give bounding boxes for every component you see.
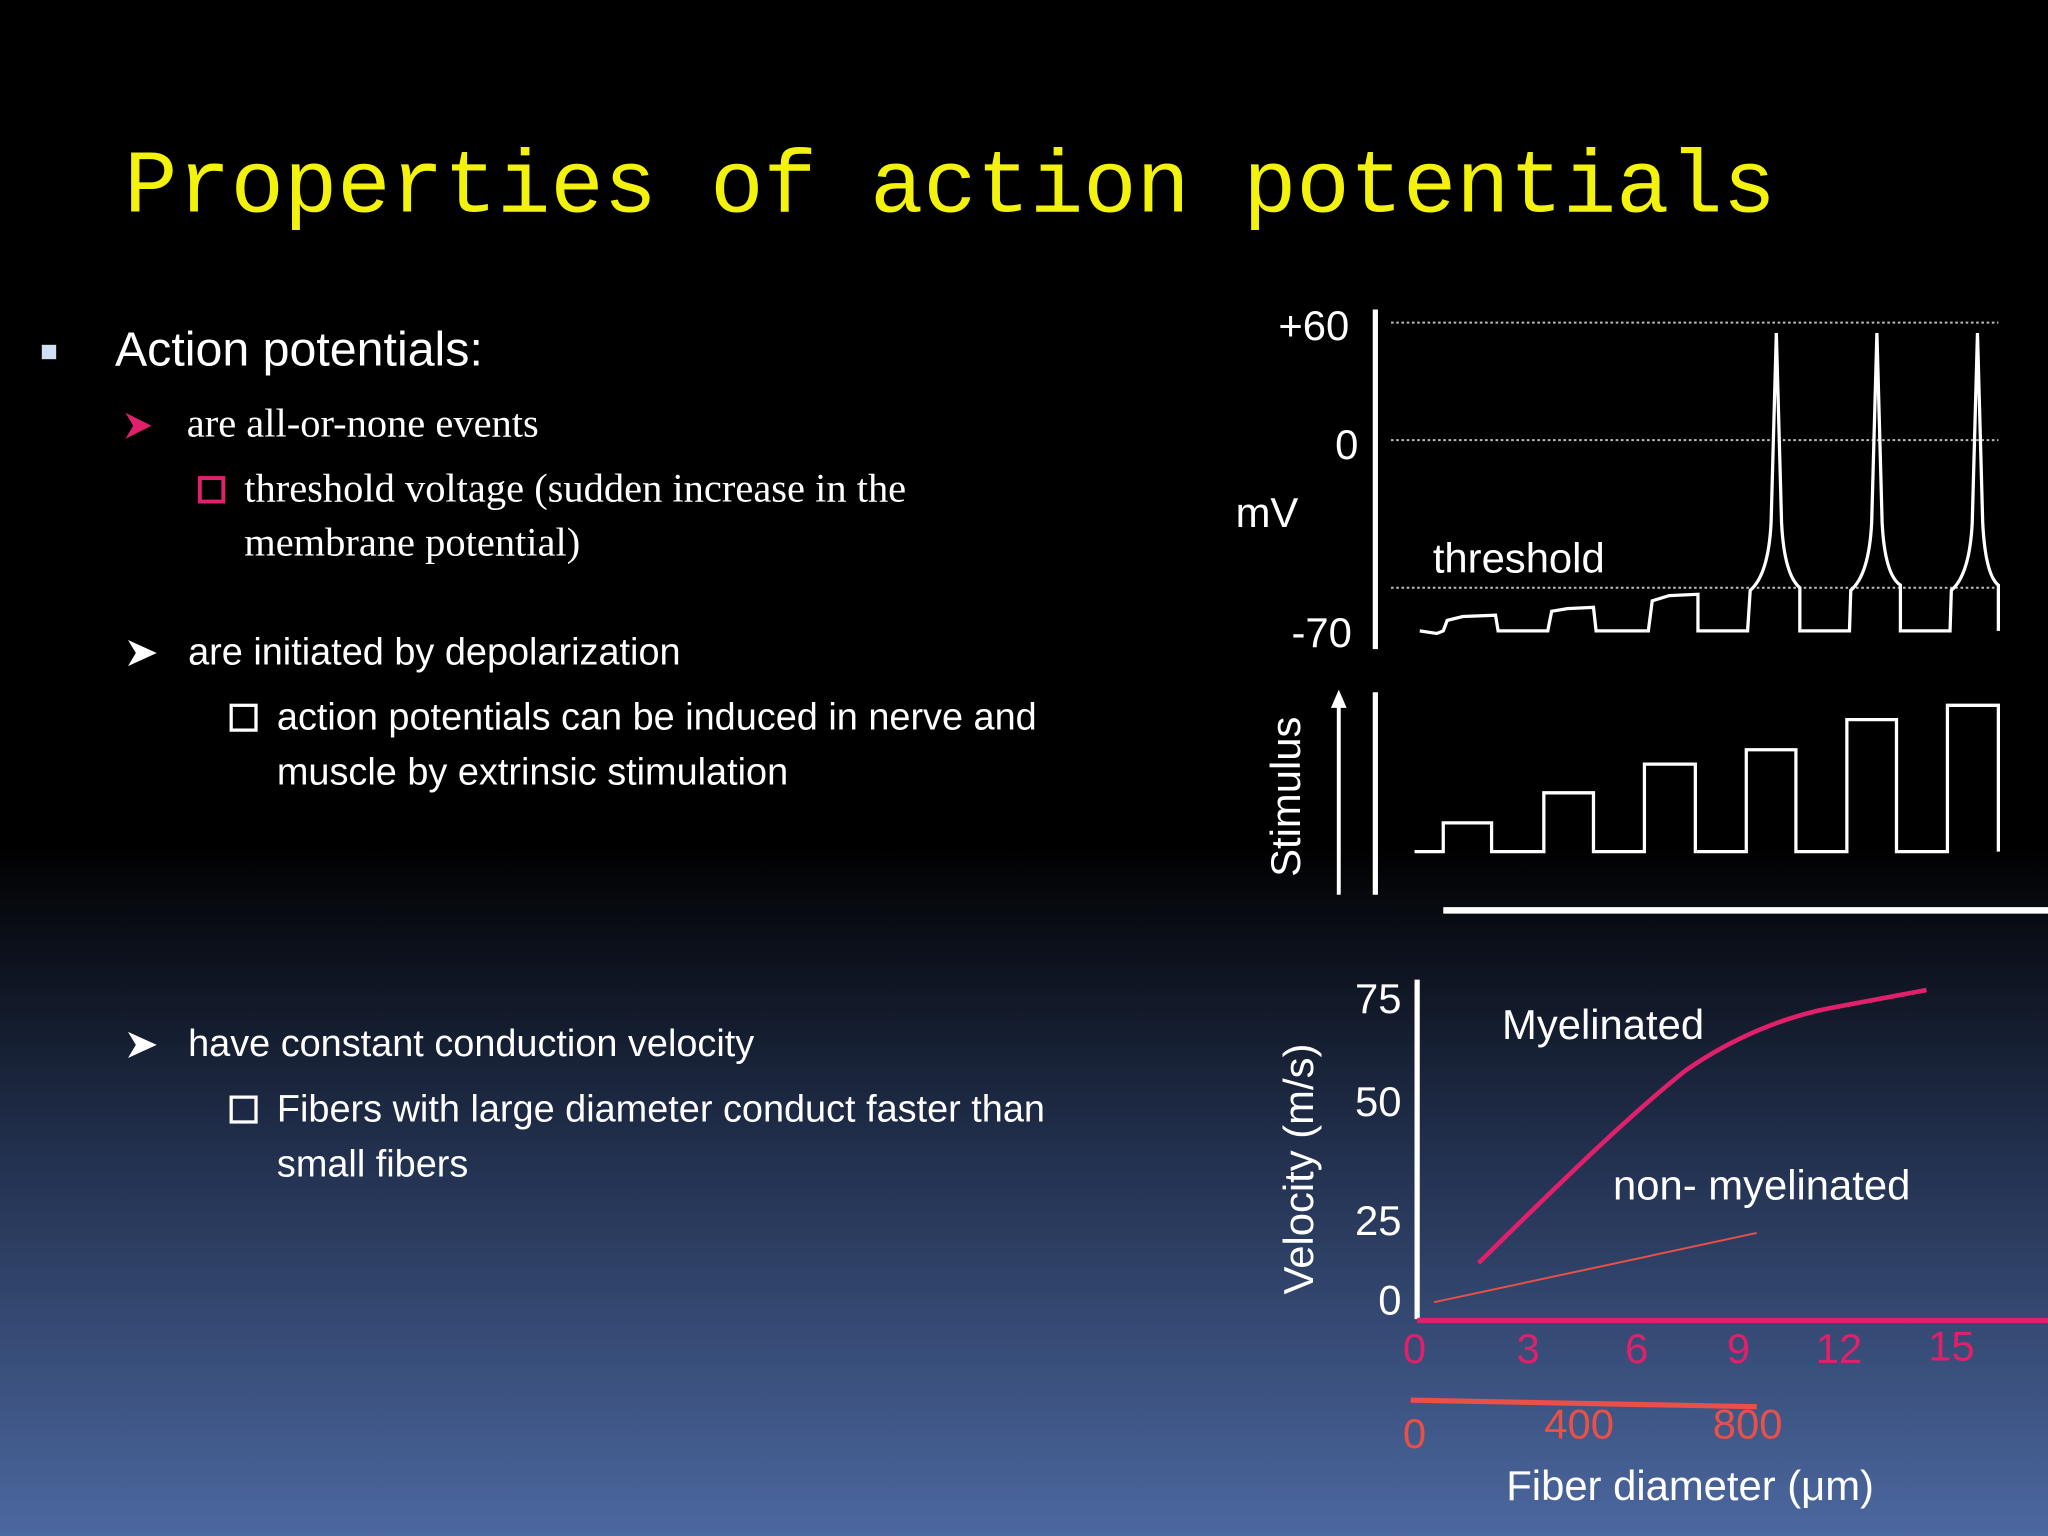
tick-label: 50 — [1355, 1078, 1401, 1125]
tick-label: +60 — [1278, 302, 1349, 349]
sub-text: action potentials can be induced in nerv… — [277, 697, 1037, 739]
sub-text: membrane potential) — [244, 519, 580, 564]
stimulus-trace — [1414, 703, 2000, 854]
curve-label: non- myelinated — [1613, 1162, 1910, 1209]
arrow-bullet — [125, 412, 152, 439]
axis-label: Stimulus — [1262, 717, 1309, 877]
checkbox — [197, 476, 226, 504]
tick-label: 9 — [1727, 1325, 1750, 1372]
tick-label: 0 — [1335, 421, 1358, 468]
bullet-text: are all-or-none events — [187, 400, 539, 445]
main-bullet: Action potentials: — [115, 322, 483, 376]
sub-text: threshold voltage (sudden increase in th… — [244, 466, 906, 511]
curve-label: Myelinated — [1502, 1001, 1704, 1048]
sub-text: muscle by extrinsic stimulation — [277, 752, 788, 794]
bullet-text: are initiated by depolarization — [188, 631, 680, 673]
arrow-head — [1330, 689, 1347, 708]
slide-title: Properties of action potentials — [124, 138, 1776, 239]
arrow-bullet — [128, 640, 157, 667]
threshold-label: threshold — [1433, 535, 1605, 582]
velocity-panel: 75 50 25 0 Velocity (m/s) 0 3 6 9 12 15 … — [1275, 975, 2048, 1509]
non-myelinated-line — [1433, 1232, 1757, 1304]
tick-label: 75 — [1355, 975, 1401, 1022]
sub-text: small fibers — [277, 1143, 468, 1185]
axis-label: Velocity (m/s) — [1275, 1044, 1322, 1295]
arrow-bullet — [128, 1031, 157, 1058]
tick-label: -70 — [1291, 609, 1351, 656]
tick-label: 0 — [1378, 1277, 1401, 1324]
axis-label: Fiber diameter (μm) — [1506, 1462, 1874, 1509]
voltage-panel: +60 0 -70 mV threshold — [1236, 302, 2000, 656]
tick-label: 25 — [1355, 1197, 1401, 1244]
sub-text: Fibers with large diameter conduct faste… — [277, 1089, 1045, 1131]
tick-label: 800 — [1713, 1401, 1783, 1448]
tick-label: 0 — [1403, 1325, 1426, 1372]
tick-label: 3 — [1517, 1325, 1540, 1372]
myelinated-curve — [1476, 987, 1927, 1265]
checkbox — [229, 1095, 258, 1124]
stimulus-panel: Stimulus — [1262, 689, 2048, 914]
voltage-trace — [1419, 333, 2000, 636]
tick-label: 6 — [1625, 1325, 1648, 1372]
tick-label: 0 — [1403, 1410, 1426, 1457]
secondary-axis — [1410, 1397, 1757, 1410]
axis-unit: mV — [1236, 489, 1299, 536]
tick-label: 15 — [1928, 1322, 1974, 1369]
tick-label: 12 — [1816, 1325, 1862, 1372]
tick-label: 400 — [1544, 1401, 1614, 1448]
bullet-marker — [41, 344, 57, 360]
checkbox — [229, 703, 258, 732]
bullet-text: have constant conduction velocity — [188, 1023, 754, 1065]
